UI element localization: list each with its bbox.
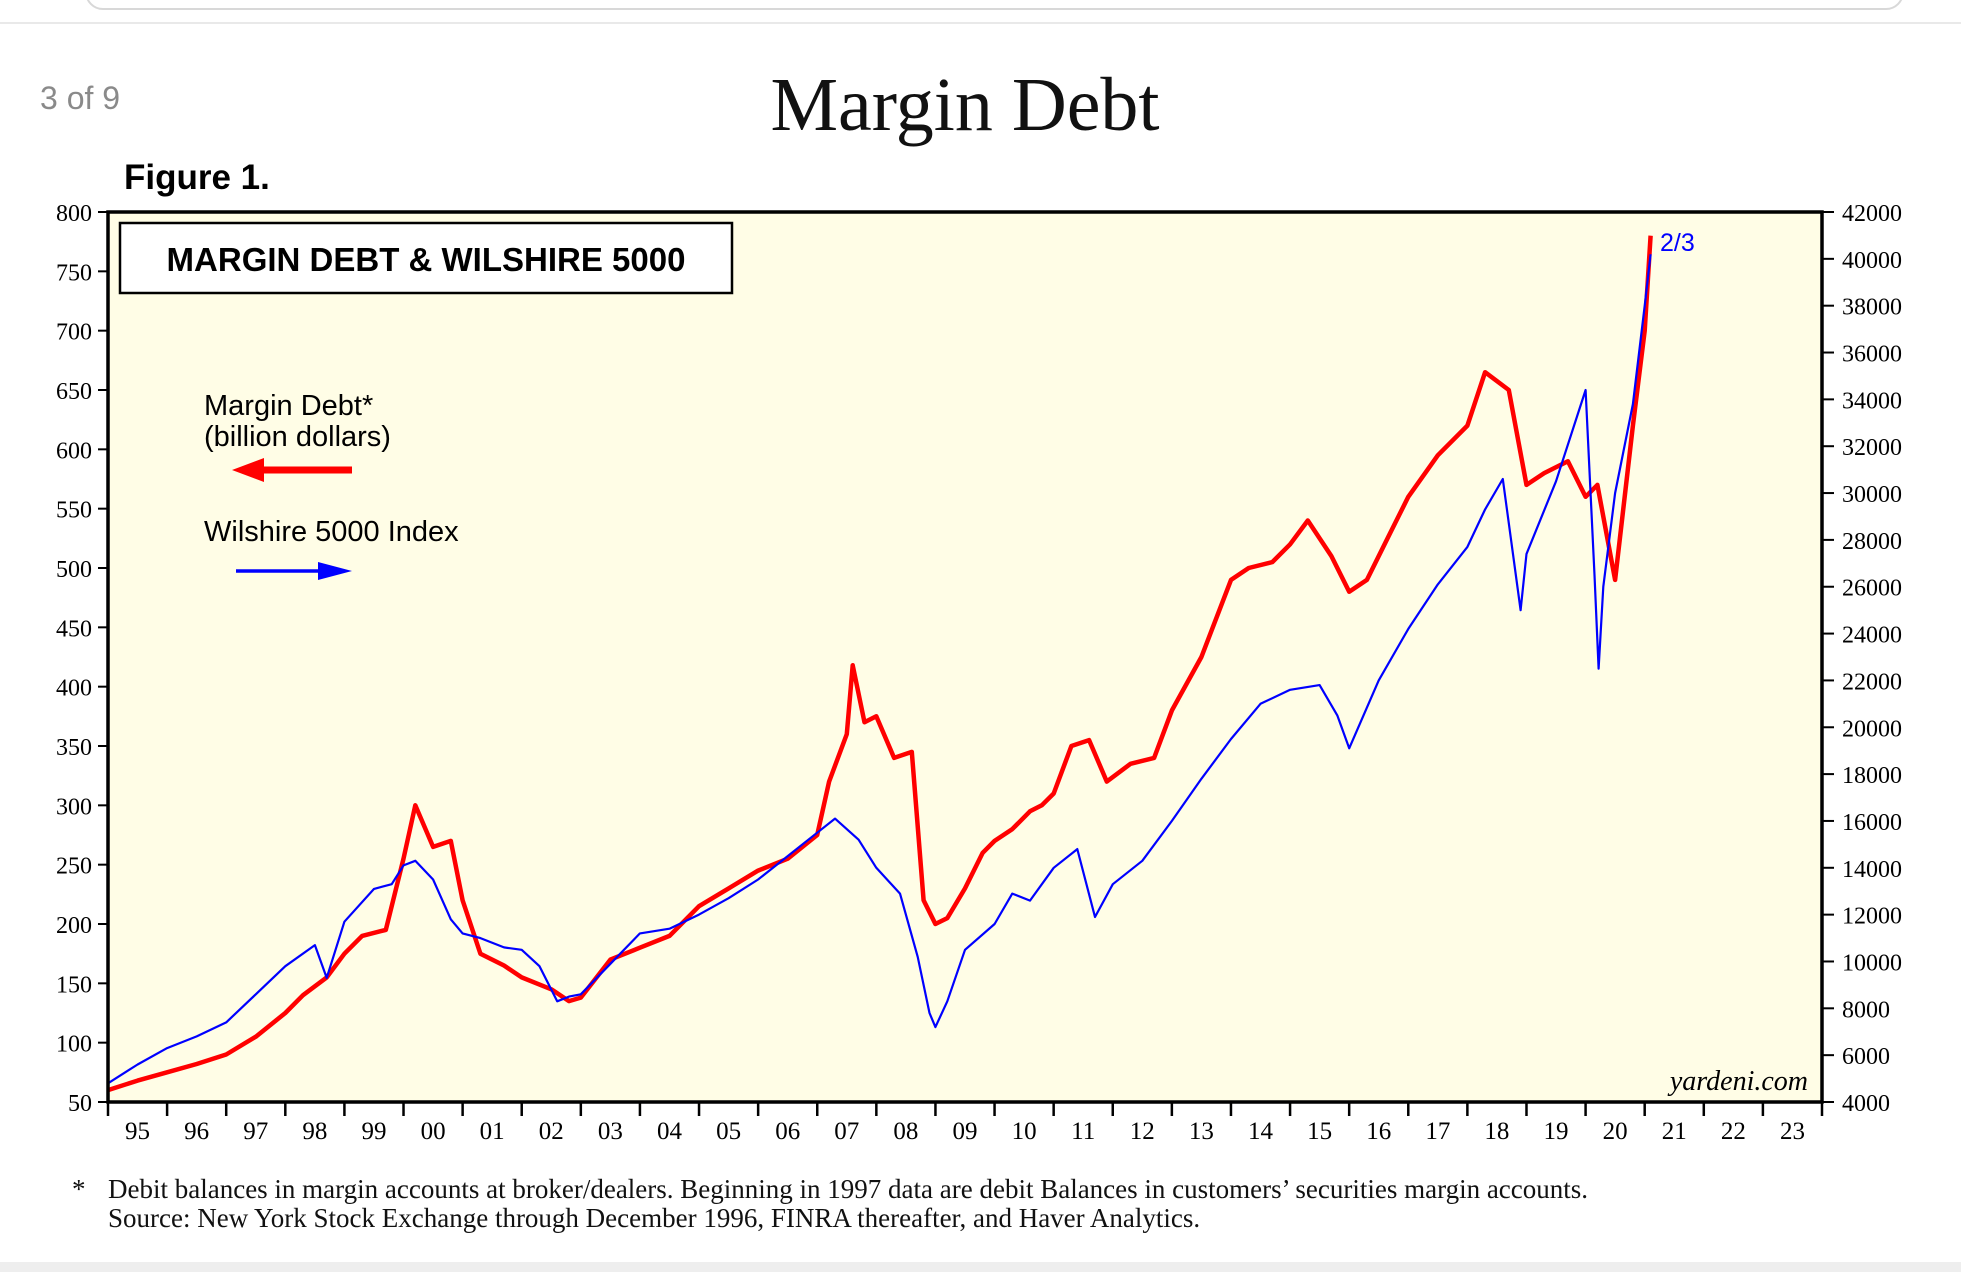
x-axis-tick-label: 11 [1071,1118,1095,1145]
left-axis-tick-label: 400 [56,676,92,702]
x-axis-tick-label: 08 [893,1118,918,1145]
left-axis-tick-label: 700 [56,320,92,346]
x-axis-tick-label: 99 [361,1118,386,1145]
x-axis-tick-label: 03 [598,1118,623,1145]
x-axis-tick-label: 16 [1366,1118,1391,1145]
left-axis-tick-label: 150 [56,972,92,998]
right-axis-tick-label: 18000 [1842,763,1902,789]
x-axis-tick-label: 12 [1130,1118,1155,1145]
series-group [107,235,1653,1093]
x-axis-tick-label: 19 [1544,1118,1569,1145]
chart-title-box [118,221,734,295]
x-axis-tick-label: 01 [480,1118,505,1145]
right-axis-tick-label: 34000 [1842,388,1902,414]
right-axis-tick-label: 6000 [1842,1044,1890,1070]
latest-date-annotation: 2/3 [1660,229,1695,257]
x-axis-tick-label: 05 [716,1118,741,1145]
footnote: * Debit balances in margin accounts at b… [72,1175,1932,1233]
x-axis-tick-label: 10 [1012,1118,1037,1145]
left-axis-tick-label: 650 [56,379,92,405]
chart-title: MARGIN DEBT & WILSHIRE 5000 [167,241,686,278]
x-axis-tick-label: 17 [1425,1118,1450,1145]
right-axis-tick-label: 38000 [1842,295,1902,321]
x-axis-tick-label: 97 [243,1118,268,1145]
footnote-line-1: Debit balances in margin accounts at bro… [108,1174,1589,1204]
right-axis-tick-label: 14000 [1842,857,1902,883]
right-axis-tick-label: 32000 [1842,435,1902,461]
right-axis-tick-label: 12000 [1842,904,1902,930]
x-axis-tick-label: 20 [1603,1118,1628,1145]
left-axis-tick-label: 100 [56,1032,92,1058]
top-divider [0,22,1961,24]
right-axis-tick-label: 8000 [1842,997,1890,1023]
x-axis-tick-label: 21 [1662,1118,1687,1145]
right-axis-tick-label: 24000 [1842,623,1902,649]
left-axis-tick-label: 250 [56,854,92,880]
bottom-shade [0,1262,1961,1272]
left-axis-tick-label: 500 [56,557,92,583]
right-axis-tick-label: 26000 [1842,576,1902,602]
margin-debt-line [107,235,1653,1093]
yardeni-watermark: yardeni.com [1667,1066,1808,1097]
right-axis-tick-label: 20000 [1842,716,1902,742]
footnote-line-2: Source: New York Stock Exchange through … [108,1203,1201,1233]
x-axis-tick-label: 09 [953,1118,978,1145]
x-axis-tick-label: 07 [834,1118,859,1145]
x-axis-tick-label: 15 [1307,1118,1332,1145]
right-axis-tick-label: 28000 [1842,529,1902,555]
x-axis-tick-label: 04 [657,1118,683,1145]
legend-wilshire-label: Wilshire 5000 Index [204,516,459,548]
x-axis-tick-label: 02 [539,1118,564,1145]
right-axis-tick-label: 40000 [1842,248,1902,274]
right-axis-tick-label: 36000 [1842,342,1902,368]
legend-wilshire-arrowhead [318,562,352,580]
figure-label: Figure 1. [124,158,270,197]
left-axis-tick-label: 200 [56,913,92,939]
legend-margin-debt-arrowhead [232,458,264,482]
left-axis-tick-label: 450 [56,616,92,642]
left-axis-tick-label: 600 [56,438,92,464]
right-axis-tick-label: 16000 [1842,810,1902,836]
left-axis-tick-label: 550 [56,498,92,524]
left-axis-tick-label: 350 [56,735,92,761]
right-axis-tick-label: 42000 [1842,201,1902,227]
x-axis-tick-label: 95 [125,1118,150,1145]
plot-frame [106,210,1824,1104]
wilshire-5000-line [107,254,1652,1085]
left-axis-tick-label: 750 [56,260,92,286]
x-axis-tick-label: 00 [421,1118,446,1145]
x-axis-tick-label: 22 [1721,1118,1746,1145]
right-axis-tick-label: 30000 [1842,482,1902,508]
plot-background [108,212,1822,1102]
legend-margin-debt-label: Margin Debt* [204,390,373,422]
x-axis-tick-label: 13 [1189,1118,1214,1145]
left-axis-tick-label: 300 [56,794,92,820]
right-axis-tick-label: 22000 [1842,669,1902,695]
left-axis-tick-label: 50 [68,1091,92,1117]
footnote-marker: * [72,1174,86,1204]
x-axis-tick-label: 06 [775,1118,800,1145]
x-axis-tick-label: 98 [302,1118,327,1145]
page-title: Margin Debt [770,63,1160,147]
legend-margin-debt-unit: (billion dollars) [204,421,391,453]
right-axis-tick-label: 4000 [1842,1091,1890,1117]
x-axis-tick-label: 96 [184,1118,209,1145]
x-axis-tick-label: 18 [1484,1118,1509,1145]
right-axis-tick-label: 10000 [1842,950,1902,976]
left-axis-tick-label: 800 [56,201,92,227]
x-axis-tick-label: 23 [1780,1118,1805,1145]
x-axis-tick-label: 14 [1248,1118,1274,1145]
page-counter: 3 of 9 [40,80,121,116]
